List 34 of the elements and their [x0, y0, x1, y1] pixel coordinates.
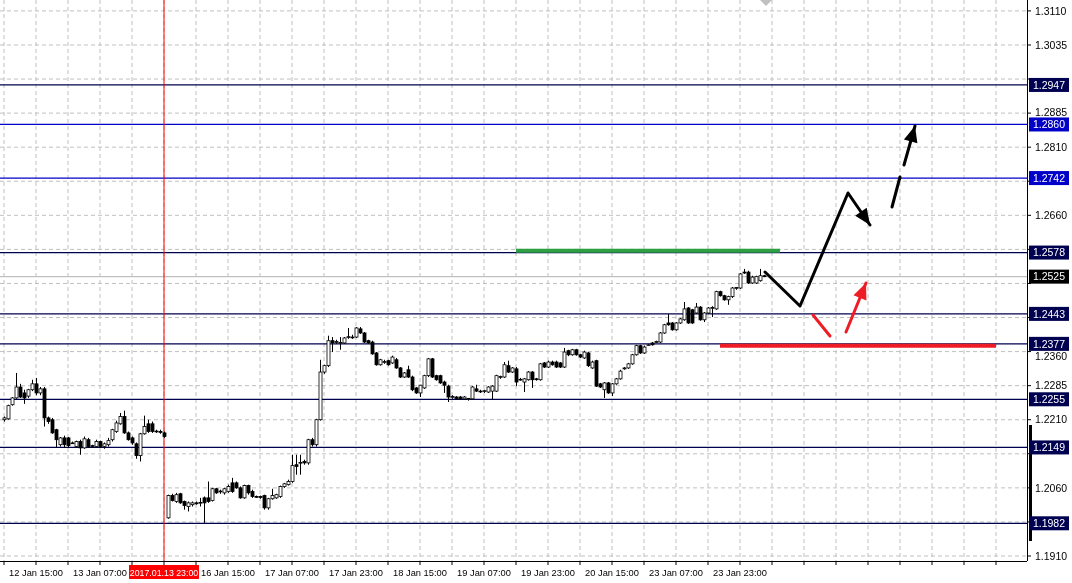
y-tick-label: 1.2660	[1035, 208, 1068, 221]
x-tick-label: 20 Jan 15:00	[585, 568, 639, 578]
x-tick-label: 13 Jan 07:00	[73, 568, 127, 578]
candlestick	[290, 454, 295, 484]
y-tick-label: 1.3035	[1035, 38, 1068, 51]
ref-line-label: 1.2443	[1032, 307, 1066, 320]
y-tick-label: 1.2060	[1035, 481, 1068, 494]
y-tick-label: 1.2885	[1035, 106, 1068, 119]
ref-line-label: 1.2525	[1032, 270, 1066, 283]
ref-line-label: 1.2377	[1032, 337, 1066, 350]
ref-line-label: 1.1982	[1032, 516, 1066, 529]
x-tick-label: 18 Jan 15:00	[393, 568, 447, 578]
x-tick-label: 23 Jan 07:00	[649, 568, 703, 578]
y-tick-label: 1.2360	[1035, 349, 1068, 362]
x-tick-label: 16 Jan 15:00	[201, 568, 255, 578]
x-tick-label: 17 Jan 23:00	[329, 568, 383, 578]
ref-line-label: 1.2742	[1032, 171, 1066, 184]
ref-line-label: 1.2578	[1032, 246, 1066, 259]
x-tick-label: 19 Jan 07:00	[457, 568, 511, 578]
y-tick-label: 1.2285	[1035, 379, 1068, 392]
candlestick	[682, 301, 687, 322]
ref-line-label: 1.2149	[1032, 441, 1066, 454]
y-tick-label: 1.3110	[1035, 4, 1067, 17]
ref-line-label: 1.2255	[1032, 392, 1066, 405]
y-tick-label: 1.1910	[1035, 549, 1068, 562]
x-tick-label: 2017.01.13 23:00	[129, 567, 199, 578]
ref-line-label: 1.2947	[1032, 78, 1066, 91]
x-tick-label: 19 Jan 23:00	[521, 568, 575, 578]
y-tick-label: 1.2210	[1035, 413, 1068, 426]
x-tick-label: 12 Jan 15:00	[9, 568, 63, 578]
ref-line-label: 1.2860	[1032, 118, 1066, 131]
x-tick-label: 23 Jan 23:00	[713, 568, 767, 578]
x-tick-label: 17 Jan 07:00	[265, 568, 319, 578]
y-tick-label: 1.2810	[1035, 140, 1068, 153]
